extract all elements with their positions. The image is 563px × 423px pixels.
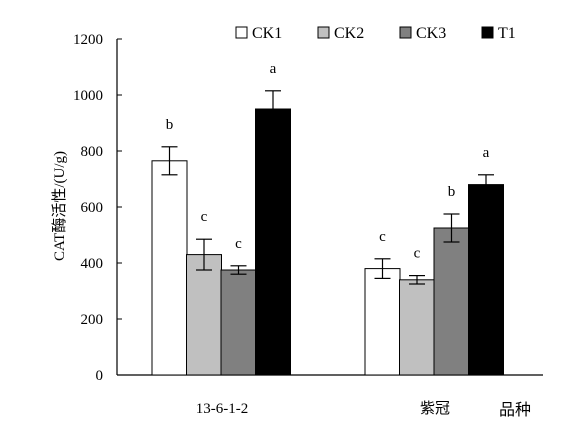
significance-label: c (379, 229, 386, 245)
y-tick-label: 800 (81, 144, 104, 160)
category-label: 13-6-1-2 (196, 401, 249, 417)
significance-label: c (235, 236, 242, 252)
legend-label: T1 (498, 25, 516, 42)
bar (433, 227, 470, 376)
y-tick-label: 400 (81, 256, 104, 272)
y-tick-label: 0 (96, 368, 104, 384)
legend-swatch (399, 26, 412, 39)
legend-label: CK3 (416, 25, 446, 42)
significance-label: c (414, 246, 421, 262)
bar (220, 269, 257, 376)
y-axis-label: CAT酶活性/(U/g) (51, 151, 68, 261)
bars: b c c a 13-6-1-2 c c b a 紫冠 (151, 61, 504, 417)
y-tick-label: 1200 (73, 32, 103, 48)
legend-swatch (317, 26, 330, 39)
significance-label: b (448, 184, 456, 200)
bar (151, 160, 188, 376)
legend-label: CK2 (334, 25, 364, 42)
significance-label: c (201, 209, 208, 225)
legend: CK1 CK2 CK3 T1 (235, 25, 516, 42)
y-tick-label: 1000 (73, 88, 103, 104)
bar (364, 268, 401, 376)
legend-swatch (235, 26, 248, 39)
legend-label: CK1 (252, 25, 282, 42)
significance-label: b (166, 117, 174, 133)
legend-swatch (481, 26, 494, 39)
bar (255, 108, 291, 376)
bar (186, 254, 222, 376)
y-tick-label: 600 (81, 200, 104, 216)
bar (399, 279, 435, 376)
significance-label: a (483, 145, 490, 161)
significance-label: a (270, 61, 277, 77)
axes: 0 200 400 600 800 1000 1200 (73, 32, 543, 384)
category-label: 紫冠 (420, 400, 450, 417)
bar (468, 184, 504, 376)
y-tick-label: 200 (81, 312, 104, 328)
x-axis-label: 品种 (499, 401, 531, 419)
